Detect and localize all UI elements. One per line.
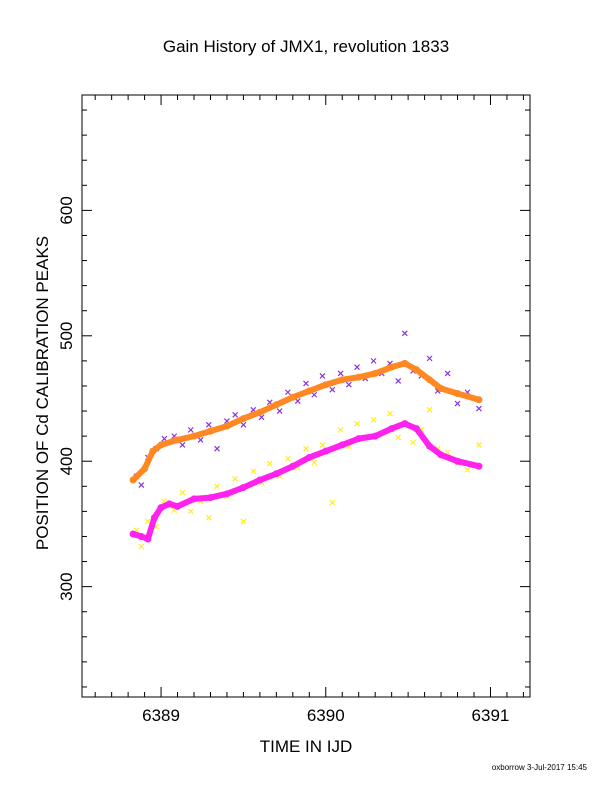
data-point — [319, 373, 326, 379]
data-point — [395, 434, 402, 441]
data-point — [410, 439, 416, 446]
data-point — [197, 436, 204, 443]
data-point — [179, 489, 186, 496]
data-point — [294, 398, 301, 404]
data-point — [240, 421, 247, 428]
x-tick-label: 6390 — [307, 706, 345, 725]
series-segment — [454, 390, 482, 403]
data-point — [303, 380, 309, 387]
data-point — [266, 460, 273, 467]
data-point — [370, 357, 377, 364]
x-tick-label: 6391 — [472, 706, 510, 725]
data-point — [464, 467, 471, 473]
data-point — [214, 445, 220, 452]
series-layer — [129, 330, 483, 550]
plot-frame — [81, 94, 531, 698]
y-tick-label: 300 — [57, 572, 76, 600]
series-2 — [133, 406, 482, 550]
data-point — [232, 411, 239, 418]
data-point — [354, 364, 360, 371]
y-axis-label: POSITION OF Cd CALIBRATION PEAKS — [33, 236, 52, 550]
data-point — [144, 518, 151, 525]
data-point — [303, 445, 309, 452]
data-point — [284, 455, 291, 462]
data-point — [250, 468, 257, 475]
data-point — [138, 482, 145, 488]
data-point — [232, 475, 239, 482]
series-3 — [129, 359, 483, 484]
data-point — [179, 441, 186, 448]
data-point — [337, 370, 344, 377]
x-tick-label: 6389 — [142, 706, 180, 725]
data-point — [476, 441, 482, 448]
data-point — [205, 421, 212, 428]
data-point — [387, 410, 393, 417]
data-point — [240, 518, 247, 525]
data-point — [354, 420, 360, 427]
y-tick-label: 400 — [57, 447, 76, 475]
data-point — [319, 441, 326, 448]
data-point — [311, 391, 318, 398]
y-tick-label: 600 — [57, 196, 76, 224]
data-point — [214, 483, 220, 490]
data-point — [187, 426, 194, 433]
data-point — [426, 355, 433, 362]
series-segment — [144, 514, 158, 542]
series-4 — [129, 420, 483, 543]
series-segment — [413, 425, 433, 450]
data-point — [401, 330, 408, 337]
series-segment — [454, 458, 482, 470]
chart-title: Gain History of JMX1, revolution 1833 — [163, 37, 449, 56]
footer-credit: oxborrow 3-Jul-2017 15:45 — [492, 763, 588, 772]
data-point — [329, 499, 336, 506]
x-axis-label: TIME IN IJD — [260, 737, 353, 756]
data-point — [337, 426, 344, 433]
data-point — [426, 406, 433, 413]
y-tick-label: 500 — [57, 322, 76, 350]
data-point — [475, 396, 483, 404]
data-point — [138, 543, 145, 550]
data-point — [276, 408, 283, 414]
data-point — [395, 378, 402, 384]
data-point — [187, 508, 194, 515]
data-point — [370, 416, 377, 423]
data-point — [345, 381, 352, 388]
data-point — [311, 459, 318, 466]
data-point — [476, 405, 482, 412]
data-point — [329, 386, 336, 393]
data-point — [475, 462, 483, 470]
data-point — [284, 389, 291, 396]
data-point — [205, 514, 212, 521]
data-point — [454, 400, 461, 407]
tick-layer: 6389 6390 6391 300 400 500 600 — [57, 95, 530, 725]
data-point — [444, 370, 451, 377]
